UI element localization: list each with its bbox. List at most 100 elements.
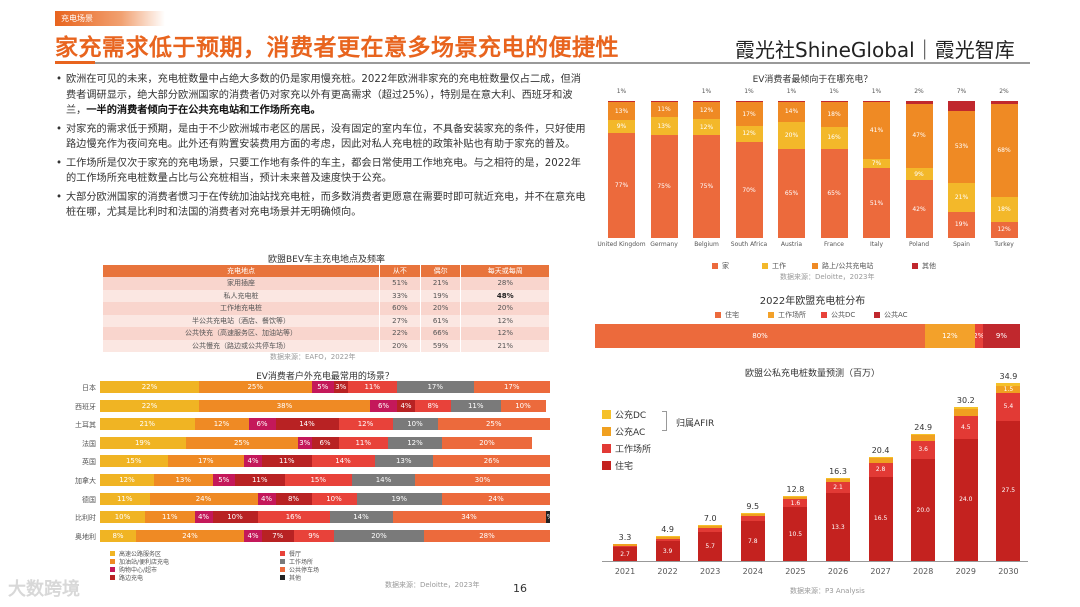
bar-segment-公共停车场: 17% — [473, 381, 550, 393]
bar-segment-路边充电: 3% — [334, 381, 348, 393]
bar-segment-住宅: 7.8 — [740, 521, 765, 561]
bar-segment-餐厅: 8% — [415, 399, 451, 412]
legend-swatch — [110, 551, 115, 556]
bar-segment-公充AC — [911, 435, 936, 441]
bar-segment-加油站/便利店充电: 38% — [199, 399, 370, 412]
legend-swatch — [110, 567, 115, 572]
bar-segment-其他 — [990, 101, 1018, 104]
bar-segment-购物中心/超市: 5% — [311, 381, 334, 393]
bar-segment-工作场所 — [655, 538, 680, 542]
bar-top-label: 7% — [956, 88, 967, 95]
bar-segment-购物中心/超市: 4% — [257, 492, 276, 505]
chart-source: 数据来源：Deloitte，2023年 — [385, 581, 480, 589]
total-label: 12.8 — [786, 484, 805, 494]
bar-segment-购物中心/超市: 5% — [212, 474, 235, 486]
bar-segment-家: 77% — [608, 132, 635, 238]
table-cell: 19% — [420, 289, 462, 302]
bar-segment-路边充电: 10% — [212, 511, 258, 524]
bar-segment-餐厅: 15% — [284, 474, 352, 486]
bar-segment-其他 — [820, 101, 848, 103]
bar-segment-工作: 21% — [948, 183, 975, 212]
table-row: 公共快充（高速服务区、加油站等） 22% 66% 12% — [103, 327, 550, 340]
legend-item: 公充AC — [602, 425, 645, 438]
bar-segment-餐厅: 12% — [338, 418, 393, 431]
bar-segment-路上/公共充电站: 12% — [693, 102, 720, 119]
bar-segment-公充DC — [911, 433, 936, 436]
bar-top-label: 1% — [701, 88, 712, 95]
bar-segment-路边充电: 8% — [275, 492, 312, 505]
x-axis — [602, 561, 1028, 562]
x-tick-label: United Kingdom — [597, 241, 646, 248]
bar-segment-高速公路服务区: 11% — [100, 492, 150, 505]
table-header: 充电地点 — [103, 265, 381, 277]
bar-segment-住宅: 24.0 — [953, 438, 978, 561]
legend-swatch — [602, 427, 611, 436]
bar-segment-工作: 12% — [735, 125, 763, 143]
x-tick-label: 2028 — [913, 567, 934, 576]
bar-segment-购物中心/超市: 4% — [244, 529, 262, 542]
x-tick-label: 2030 — [998, 567, 1019, 576]
bar-segment-公共停车场: 25% — [437, 418, 550, 431]
bar-segment-家: 51% — [863, 168, 890, 238]
legend-swatch — [762, 263, 768, 269]
table-cell: 工作地充电桩 — [103, 302, 381, 315]
legend-item: 住宅 — [715, 310, 739, 320]
x-tick-label: Spain — [953, 241, 970, 248]
x-tick-label: 2027 — [870, 567, 891, 576]
bar-segment-工作场所: 14% — [329, 511, 393, 524]
bar-segment-公充AC — [953, 409, 978, 416]
legend-item: 公共DC — [821, 310, 855, 320]
legend-item: 加油站/便利店充电 — [110, 557, 169, 566]
bar-top-label: 1% — [829, 88, 839, 95]
bar-segment-公共停车场: 10% — [500, 399, 546, 412]
table-cell: 20% — [460, 302, 550, 315]
y-tick-label: 法国 — [82, 439, 96, 448]
x-tick-label: 2024 — [742, 567, 763, 576]
legend-swatch — [821, 312, 827, 318]
bar-segment-家: 70% — [735, 142, 763, 238]
legend-swatch — [280, 559, 285, 564]
bar-top-label: 1% — [744, 88, 754, 95]
bar-segment-公充AC — [783, 496, 808, 500]
bar-segment-加油站/便利店充电: 11% — [145, 511, 195, 524]
bar-segment-购物中心/超市: 6% — [248, 418, 276, 431]
y-tick-label: 土耳其 — [75, 421, 96, 430]
bar-segment-餐厅: 16% — [257, 511, 330, 524]
legend-swatch — [712, 263, 718, 269]
y-tick-label: 加拿大 — [75, 477, 96, 485]
bar-segment-公充DC — [868, 456, 893, 458]
bar-segment-其他 — [863, 101, 890, 103]
legend-swatch — [602, 410, 611, 419]
x-tick-label: 2029 — [955, 567, 976, 576]
legend-item: 工作 — [762, 261, 786, 271]
brand-logo: 霞光社ShineGlobal｜霞光智库 — [735, 38, 1015, 62]
legend-swatch — [768, 312, 774, 318]
header-divider-accent — [55, 61, 95, 64]
table-cell: 21% — [420, 277, 462, 290]
chart-title: EV消费者最倾向于在哪充电？ — [752, 75, 873, 85]
bar-segment-购物中心/超市: 3% — [298, 436, 312, 449]
bar-segment-高速公路服务区: 10% — [100, 511, 145, 524]
table-cell: 27% — [379, 314, 421, 327]
bar-segment-加油站/便利店充电: 25% — [199, 381, 312, 393]
bar-segment-家: 42% — [905, 180, 933, 238]
bar-segment-餐厅: 9% — [293, 529, 334, 542]
bar-segment-住宅: 2.7 — [613, 547, 637, 561]
legend-swatch — [280, 567, 285, 572]
y-tick-label: 英国 — [82, 458, 96, 467]
bar-segment-高速公路服务区: 22% — [100, 381, 199, 393]
legend-swatch — [812, 263, 818, 269]
chart-title: 2022年欧盟充电桩分布 — [759, 296, 866, 307]
page-title: 家充需求低于预期，消费者更在意多场景充电的便捷性 — [55, 35, 619, 61]
legend-item: 工作场所 — [768, 310, 806, 320]
x-tick-label: Germany — [650, 241, 678, 248]
bar-segment-路上/公共充电站: 41% — [863, 102, 890, 159]
bar-segment-工作场所: 2.1 — [826, 482, 850, 494]
table-cell: 家用插座 — [103, 277, 381, 290]
table-cell: 51% — [379, 277, 421, 290]
legend-swatch — [110, 559, 115, 564]
bar-segment-路上/公共充电站: 14% — [778, 102, 805, 122]
bar-segment-公充AC — [613, 544, 637, 546]
bullet-item: 工作场所是仅次于家充的充电场景，只要工作地有条件的车主，都会日常使用工作地充电。… — [56, 156, 586, 187]
bar-segment-路边充电: 4% — [397, 399, 415, 412]
